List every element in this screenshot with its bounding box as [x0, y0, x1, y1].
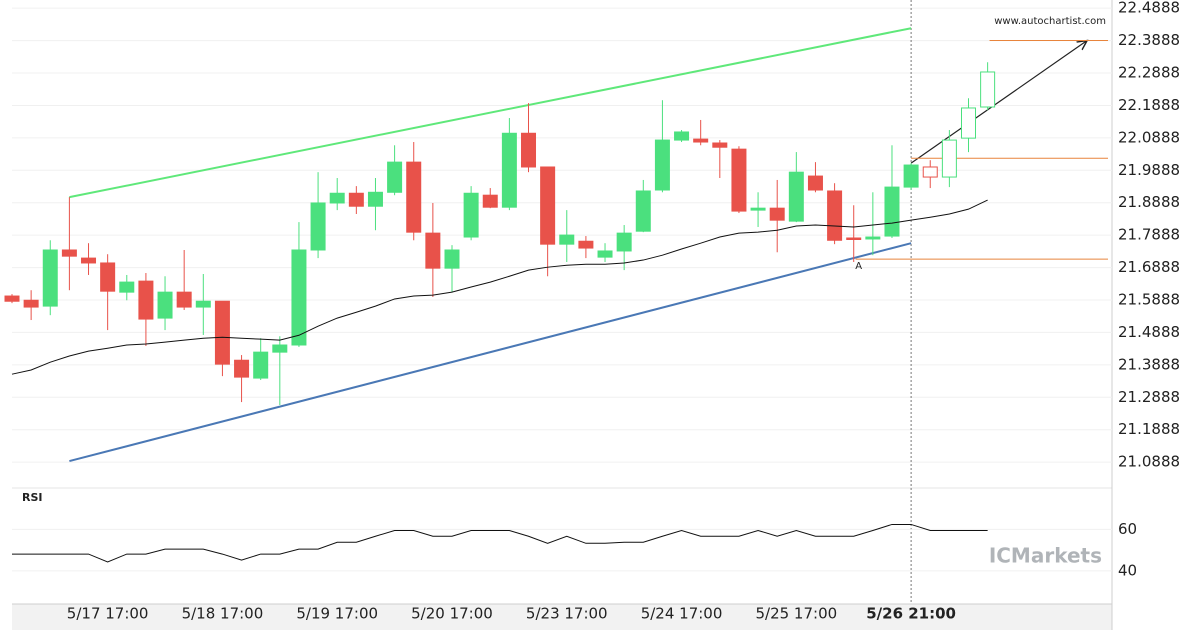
candle-body [81, 257, 97, 264]
candle-body [846, 237, 862, 241]
candle-body [750, 207, 766, 211]
y-tick-label: 21.1888 [1118, 420, 1180, 438]
candle-body [234, 359, 250, 378]
candle-body [406, 161, 422, 233]
candle-body [769, 207, 785, 221]
candle-body [654, 139, 670, 191]
candle-body [387, 161, 403, 193]
y-tick-label: 22.3888 [1118, 31, 1180, 49]
candle-body [463, 192, 479, 238]
candle-body [214, 300, 230, 365]
candle-body [540, 166, 556, 245]
candle-body [693, 138, 709, 143]
candle-body [4, 295, 20, 302]
candle-body [827, 190, 843, 241]
candle-body [253, 351, 269, 379]
candle-body [329, 192, 345, 204]
y-tick-label: 21.0888 [1118, 453, 1180, 471]
watermark: www.autochartist.com [994, 16, 1106, 27]
candle-body [674, 131, 690, 141]
brand: ICMarkets [989, 544, 1102, 568]
candle-body [138, 280, 154, 320]
rsi-line [12, 523, 988, 563]
panel-title: RSI [22, 491, 43, 504]
candle-body [903, 164, 919, 188]
candle-body [310, 202, 326, 251]
x-tick-label: 5/25 17:00 [755, 605, 837, 623]
x-axis-band [12, 604, 1112, 630]
candle-body [291, 249, 307, 346]
y-tick-label: 21.7888 [1118, 226, 1180, 244]
target-arrow [910, 41, 1087, 164]
candle-body [348, 192, 364, 207]
point-label: A [855, 261, 862, 272]
candle-body [61, 249, 77, 257]
candle-body [119, 281, 135, 293]
candle-body [807, 175, 823, 191]
candle-body [865, 236, 881, 240]
y-tick-label: 21.8888 [1118, 193, 1180, 211]
candle-body [559, 234, 575, 245]
x-tick-label: 5/23 17:00 [526, 605, 608, 623]
candle-body [367, 191, 383, 207]
x-tick-label: 5/17 17:00 [67, 605, 149, 623]
candle-body [195, 300, 211, 308]
y-tick-label: 40 [1118, 561, 1137, 579]
y-tick-label: 21.3888 [1118, 355, 1180, 373]
candle-body [731, 148, 747, 212]
moving-average [11, 199, 988, 375]
x-tick-label: 5/26 21:00 [866, 605, 956, 623]
candle-body [980, 71, 996, 108]
candle-body [23, 299, 39, 308]
y-tick-label: 22.4888 [1118, 0, 1180, 17]
candle-body [712, 142, 728, 148]
y-tick-label: 21.5888 [1118, 290, 1180, 308]
candle-body [501, 132, 517, 208]
trend-line [69, 242, 912, 463]
y-tick-label: 22.2888 [1118, 64, 1180, 82]
candle-body [444, 249, 460, 269]
candle-body [42, 249, 58, 307]
candle-body [635, 190, 651, 232]
candle-body [616, 232, 632, 252]
y-tick-label: 22.0888 [1118, 128, 1180, 146]
x-tick-label: 5/24 17:00 [641, 605, 723, 623]
candle-body [578, 240, 594, 249]
candle-body [521, 132, 537, 168]
candle-body [100, 262, 116, 292]
trend-line [69, 27, 912, 199]
candle-body [425, 232, 441, 269]
x-tick-label: 5/20 17:00 [411, 605, 493, 623]
x-tick-label: 5/18 17:00 [182, 605, 264, 623]
candle-body [482, 194, 498, 208]
y-tick-label: 22.1888 [1118, 96, 1180, 114]
y-tick-label: 21.6888 [1118, 258, 1180, 276]
y-tick-label: 21.9888 [1118, 161, 1180, 179]
x-tick-label: 5/19 17:00 [296, 605, 378, 623]
y-tick-label: 60 [1118, 520, 1137, 538]
candle-body [157, 291, 173, 319]
candle-body [272, 344, 288, 353]
candle-body [176, 291, 192, 308]
candle-body [922, 166, 938, 178]
candle-body [941, 139, 957, 178]
y-tick-label: 21.4888 [1118, 323, 1180, 341]
candle-body [961, 107, 976, 139]
y-tick-label: 21.2888 [1118, 388, 1180, 406]
candle-body [597, 250, 613, 258]
candle-body [884, 186, 900, 237]
candle-body [788, 171, 804, 222]
